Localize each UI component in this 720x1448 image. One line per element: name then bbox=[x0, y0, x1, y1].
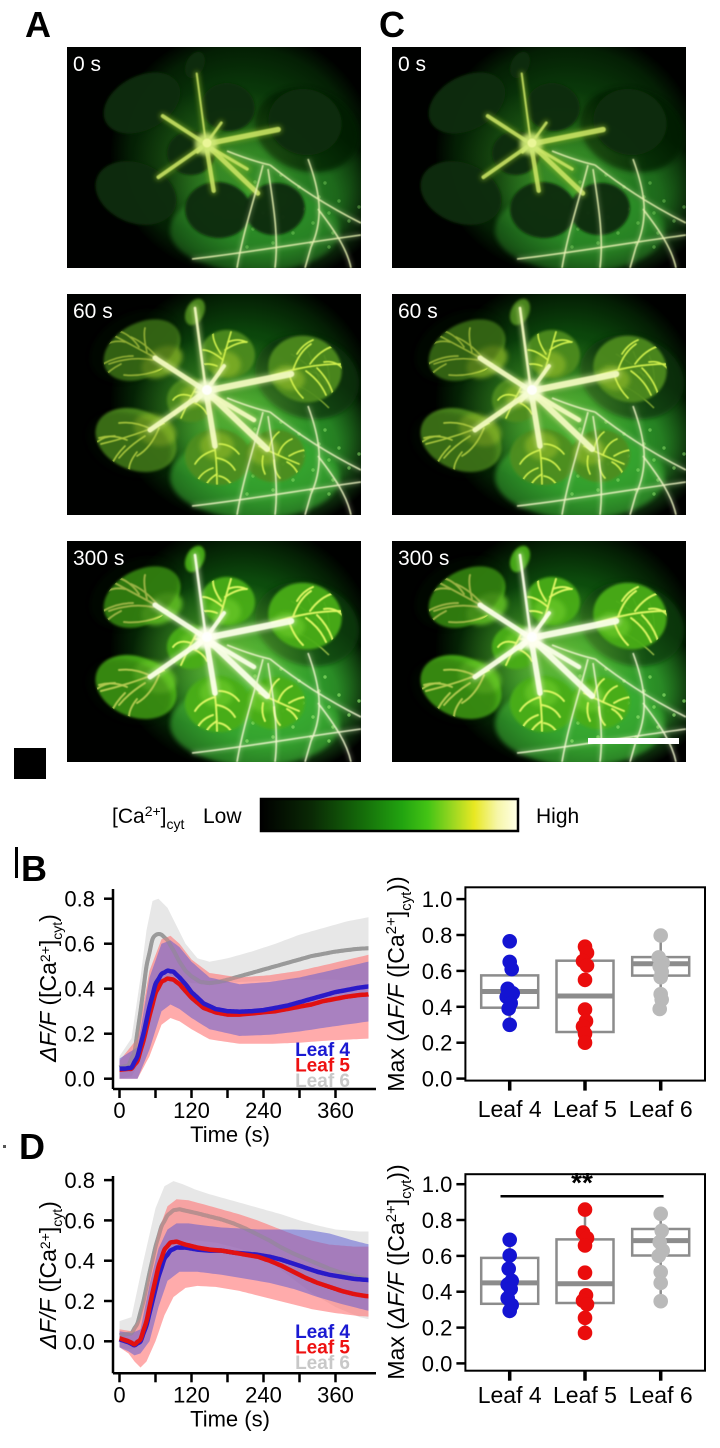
svg-text:Leaf 4: Leaf 4 bbox=[295, 1040, 350, 1061]
svg-text:Leaf 6: Leaf 6 bbox=[629, 1096, 693, 1122]
svg-text:High: High bbox=[536, 805, 579, 828]
svg-text:300 s: 300 s bbox=[398, 547, 449, 570]
svg-text:0.8: 0.8 bbox=[64, 1168, 95, 1193]
svg-text:0: 0 bbox=[113, 1098, 125, 1123]
svg-text:Leaf 4: Leaf 4 bbox=[478, 1382, 542, 1408]
svg-text:60 s: 60 s bbox=[73, 300, 113, 323]
svg-text:120: 120 bbox=[173, 1382, 210, 1407]
svg-text:120: 120 bbox=[173, 1098, 210, 1123]
svg-text:Leaf 4: Leaf 4 bbox=[295, 1322, 350, 1343]
svg-text:1.0: 1.0 bbox=[422, 1172, 453, 1197]
svg-text:0.4: 0.4 bbox=[64, 1249, 95, 1274]
svg-text:ΔF/F ([Ca2+]cyt): ΔF/F ([Ca2+]cyt) bbox=[35, 914, 65, 1063]
svg-text:0.0: 0.0 bbox=[64, 1329, 95, 1354]
svg-text:0 s: 0 s bbox=[398, 53, 426, 76]
svg-text:Leaf 5: Leaf 5 bbox=[553, 1096, 617, 1122]
svg-text:60 s: 60 s bbox=[398, 300, 438, 323]
svg-text:Time (s): Time (s) bbox=[190, 1122, 270, 1147]
svg-text:0.2: 0.2 bbox=[64, 1022, 95, 1047]
svg-text:Leaf 5: Leaf 5 bbox=[295, 1338, 350, 1359]
svg-text:ΔF/F ([Ca2+]cyt): ΔF/F ([Ca2+]cyt) bbox=[35, 1201, 65, 1350]
svg-text:0.2: 0.2 bbox=[422, 1031, 453, 1056]
svg-text:0.8: 0.8 bbox=[422, 1208, 453, 1233]
svg-text:360: 360 bbox=[317, 1098, 354, 1123]
svg-text:0.6: 0.6 bbox=[64, 1208, 95, 1233]
svg-text:0.0: 0.0 bbox=[64, 1067, 95, 1092]
svg-text:Leaf 5: Leaf 5 bbox=[553, 1382, 617, 1408]
svg-text:Time (s): Time (s) bbox=[190, 1406, 270, 1431]
svg-text:Max (ΔF/F ([Ca2+]cyt)): Max (ΔF/F ([Ca2+]cyt)) bbox=[383, 876, 415, 1091]
svg-text:0 s: 0 s bbox=[73, 53, 101, 76]
svg-text:Leaf 5: Leaf 5 bbox=[295, 1056, 350, 1077]
svg-text:0.4: 0.4 bbox=[422, 995, 453, 1020]
svg-text:0.8: 0.8 bbox=[422, 923, 453, 948]
svg-text:0.8: 0.8 bbox=[64, 887, 95, 912]
svg-text:[Ca2+]cyt: [Ca2+]cyt bbox=[112, 803, 185, 832]
svg-text:**: ** bbox=[571, 1167, 593, 1198]
svg-text:Leaf 6: Leaf 6 bbox=[295, 1353, 350, 1374]
svg-text:Leaf 6: Leaf 6 bbox=[629, 1382, 693, 1408]
svg-text:0.0: 0.0 bbox=[422, 1351, 453, 1376]
svg-text:240: 240 bbox=[245, 1098, 282, 1123]
svg-text:Low: Low bbox=[203, 805, 242, 828]
svg-text:0.2: 0.2 bbox=[422, 1316, 453, 1341]
svg-text:240: 240 bbox=[245, 1382, 282, 1407]
svg-text:0.4: 0.4 bbox=[422, 1280, 453, 1305]
svg-text:300 s: 300 s bbox=[73, 547, 124, 570]
svg-text:360: 360 bbox=[317, 1382, 354, 1407]
svg-text:0.4: 0.4 bbox=[64, 977, 95, 1002]
svg-text:0: 0 bbox=[113, 1382, 125, 1407]
svg-text:0.6: 0.6 bbox=[422, 959, 453, 984]
svg-text:Max (ΔF/F ([Ca2+]cyt)): Max (ΔF/F ([Ca2+]cyt)) bbox=[383, 1164, 415, 1379]
svg-text:0.6: 0.6 bbox=[64, 932, 95, 957]
svg-text:0.6: 0.6 bbox=[422, 1244, 453, 1269]
svg-text:1.0: 1.0 bbox=[422, 887, 453, 912]
svg-text:0.0: 0.0 bbox=[422, 1067, 453, 1092]
svg-text:0.2: 0.2 bbox=[64, 1289, 95, 1314]
svg-text:Leaf 4: Leaf 4 bbox=[478, 1096, 542, 1122]
svg-text:Leaf 6: Leaf 6 bbox=[295, 1071, 350, 1092]
